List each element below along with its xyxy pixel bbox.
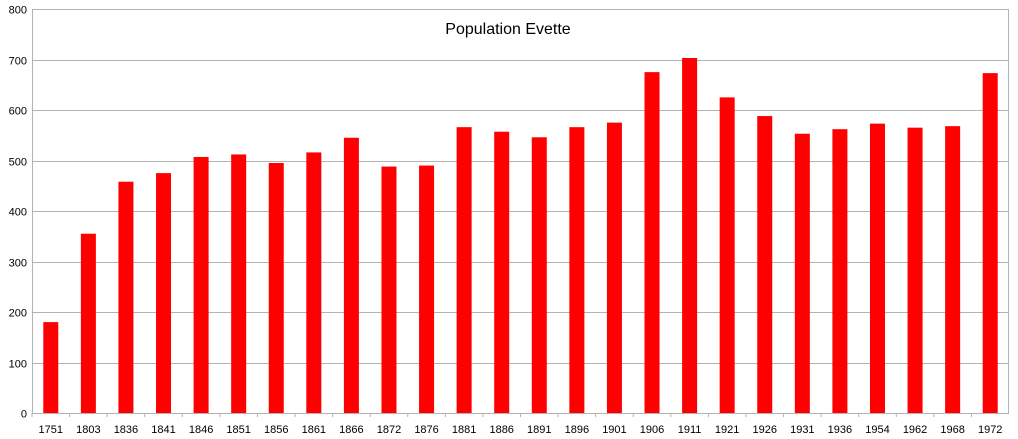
x-tick-label: 1851 xyxy=(226,424,250,436)
y-tick-label: 100 xyxy=(9,359,27,371)
y-tick-label: 600 xyxy=(9,106,27,118)
x-tick-label: 1972 xyxy=(978,424,1002,436)
x-tick-label: 1891 xyxy=(527,424,551,436)
y-tick-label: 700 xyxy=(9,56,27,68)
bar-1962 xyxy=(907,127,923,414)
bar-1836 xyxy=(118,181,134,413)
bar-1931 xyxy=(794,133,810,414)
x-tick-label: 1872 xyxy=(377,424,401,436)
x-tick-label: 1906 xyxy=(640,424,664,436)
bar-1872 xyxy=(381,166,397,413)
bar-1886 xyxy=(494,131,510,413)
x-tick-label: 1861 xyxy=(302,424,326,436)
x-tick-label: 1856 xyxy=(264,424,288,436)
chart-title: Population Evette xyxy=(445,21,571,38)
x-tick-label: 1836 xyxy=(114,424,138,436)
bar-1896 xyxy=(569,127,585,414)
bar-1866 xyxy=(343,137,359,413)
x-tick-label: 1954 xyxy=(865,424,889,436)
x-tick-label: 1931 xyxy=(790,424,814,436)
bar-1954 xyxy=(869,123,885,413)
x-tick-label: 1866 xyxy=(339,424,363,436)
bar-1906 xyxy=(644,72,660,414)
bar-1891 xyxy=(531,137,547,413)
y-tick-label: 400 xyxy=(9,207,27,219)
bars xyxy=(43,57,998,414)
bar-1921 xyxy=(719,97,735,414)
bar-1911 xyxy=(682,57,698,414)
bar-1751 xyxy=(43,322,59,413)
bar-1861 xyxy=(306,152,322,414)
x-tick-label: 1926 xyxy=(753,424,777,436)
x-tick-label: 1841 xyxy=(151,424,175,436)
x-tick-label: 1901 xyxy=(602,424,626,436)
x-tick-label: 1911 xyxy=(678,424,702,436)
y-tick-label: 500 xyxy=(9,157,27,169)
y-tick-label: 300 xyxy=(9,258,27,270)
bar-1876 xyxy=(419,165,435,413)
x-tick-label: 1846 xyxy=(189,424,213,436)
y-tick-label: 800 xyxy=(9,5,27,17)
x-tick-label: 1803 xyxy=(76,424,100,436)
bar-1851 xyxy=(231,154,247,413)
y-tick-label: 200 xyxy=(9,308,27,320)
x-tick-label: 1962 xyxy=(903,424,927,436)
x-tick-label: 1896 xyxy=(565,424,589,436)
x-tick-label: 1936 xyxy=(828,424,852,436)
x-tick-label: 1968 xyxy=(940,424,964,436)
x-tick-label: 1876 xyxy=(414,424,438,436)
bar-1856 xyxy=(268,163,284,413)
x-tick-label: 1751 xyxy=(39,424,63,436)
x-tick-label: 1886 xyxy=(489,424,513,436)
x-tick-label: 1921 xyxy=(715,424,739,436)
x-tick-label: 1881 xyxy=(452,424,476,436)
bar-1881 xyxy=(456,127,472,414)
axes xyxy=(31,9,1009,417)
bar-1936 xyxy=(832,129,848,413)
grid-lines xyxy=(32,9,1009,364)
y-tick-label: 0 xyxy=(21,409,27,421)
bar-1841 xyxy=(156,173,172,414)
bar-1926 xyxy=(757,116,773,413)
bar-1972 xyxy=(982,73,998,413)
bar-1846 xyxy=(193,156,209,413)
bar-1901 xyxy=(606,122,622,414)
bar-1803 xyxy=(80,233,96,413)
bar-1968 xyxy=(945,126,961,413)
tick-labels: 0 100 200 300 400 500 600 700 800 1751 1803 1836 184… xyxy=(9,5,1003,437)
